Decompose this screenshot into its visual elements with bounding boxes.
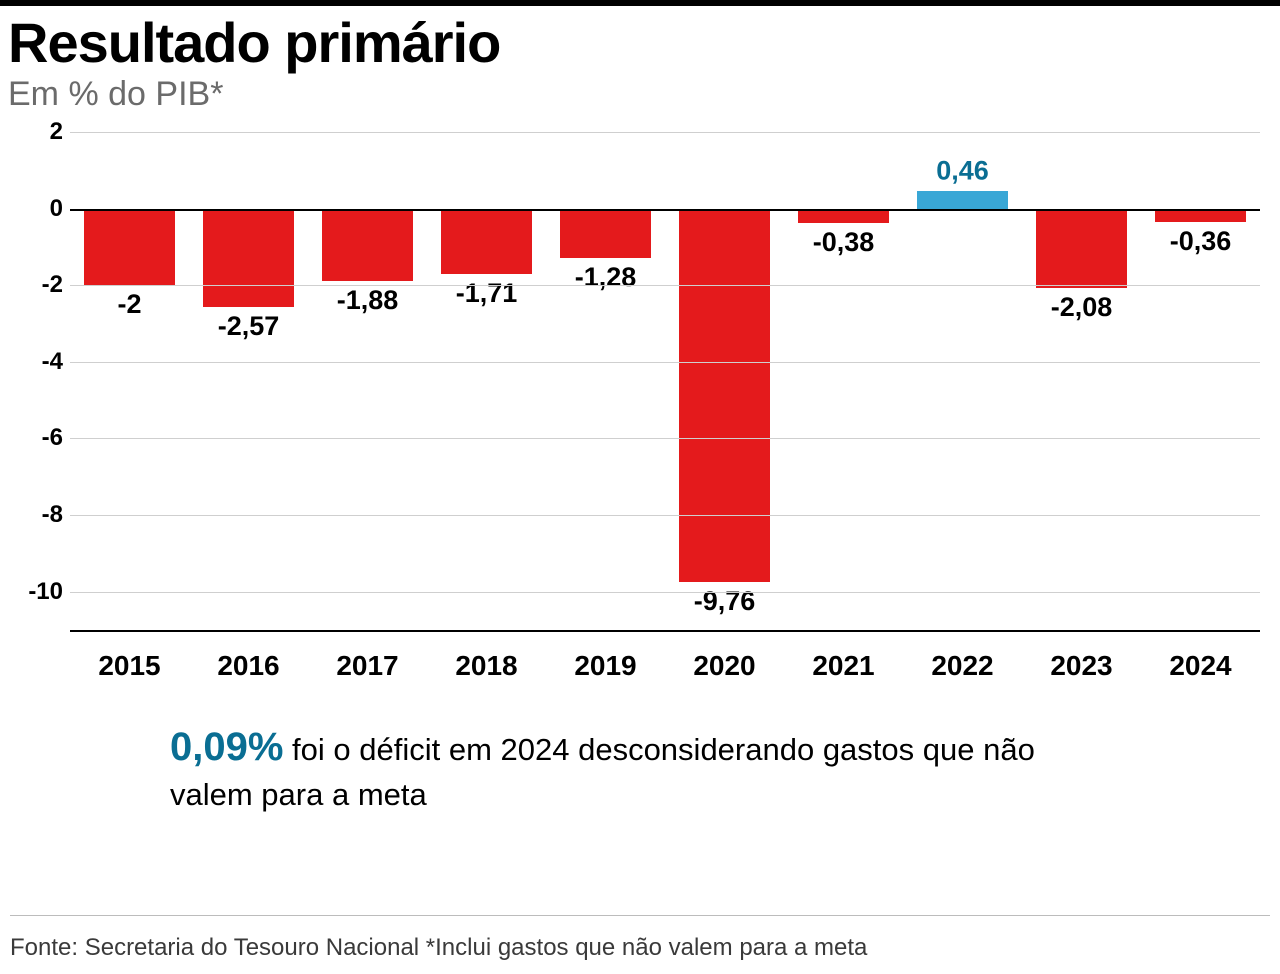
bar-cell: -9,76	[665, 132, 784, 630]
x-tick-label: 2020	[665, 642, 784, 692]
x-tick-label: 2022	[903, 642, 1022, 692]
bars-container: -2-2,57-1,88-1,71-1,28-9,76-0,38 0,46 -2,0…	[70, 132, 1260, 630]
bar	[1036, 209, 1126, 289]
bar-cell: -1,71	[427, 132, 546, 630]
annotation-text: 0,09% foi o déficit em 2024 desconsidera…	[170, 720, 1090, 816]
x-tick-label: 2024	[1141, 642, 1260, 692]
bar-cell: -0,36	[1141, 132, 1260, 630]
annotation-rest: foi o déficit em 2024 desconsiderando ga…	[170, 732, 1035, 812]
y-tick-label: 0	[15, 195, 63, 223]
bar-cell: -1,88	[308, 132, 427, 630]
x-tick-label: 2015	[70, 642, 189, 692]
y-tick-label: -2	[15, 271, 63, 299]
chart-subtitle: Em % do PIB*	[8, 75, 1270, 114]
bar-value-label: -0,38	[784, 227, 903, 258]
chart-title: Resultado primário	[8, 10, 1270, 75]
bar	[560, 209, 650, 258]
bar-cell: -2,57	[189, 132, 308, 630]
x-tick-label: 2017	[308, 642, 427, 692]
bar-value-label: -1,28	[546, 262, 665, 293]
bar-value-label: -2,08	[1022, 292, 1141, 323]
bar	[917, 191, 1007, 209]
x-tick-label: 2021	[784, 642, 903, 692]
bar-value-label: 0,46	[903, 155, 1022, 186]
bar-cell: -2,08	[1022, 132, 1141, 630]
bar	[203, 209, 293, 307]
bar-cell: 0,46	[903, 132, 1022, 630]
gridline	[70, 285, 1260, 286]
bar-value-label: -1,71	[427, 278, 546, 309]
bar	[679, 209, 769, 583]
y-tick-label: -8	[15, 501, 63, 529]
gridline	[70, 592, 1260, 593]
chart-area: -2-2,57-1,88-1,71-1,28-9,76-0,380,46-2,0…	[0, 132, 1270, 692]
bar-cell: -1,28	[546, 132, 665, 630]
bar	[1155, 209, 1245, 223]
bar-value-label: -1,88	[308, 285, 427, 316]
gridline	[70, 362, 1260, 363]
x-axis-labels: 2015201620172018201920202021202220232024	[70, 642, 1260, 692]
y-tick-label: -4	[15, 348, 63, 376]
x-tick-label: 2023	[1022, 642, 1141, 692]
y-tick-label: -10	[15, 578, 63, 606]
annotation-highlight: 0,09%	[170, 725, 283, 769]
chart-card: Resultado primário Em % do PIB* -2-2,57-…	[0, 0, 1280, 974]
y-tick-label: -6	[15, 424, 63, 452]
bar-value-label: -2,57	[189, 311, 308, 342]
bar	[441, 209, 531, 275]
x-tick-label: 2016	[189, 642, 308, 692]
x-tick-label: 2018	[427, 642, 546, 692]
y-tick-label: 2	[15, 118, 63, 146]
gridline	[70, 515, 1260, 516]
bar	[84, 209, 174, 286]
bar-value-label: -2	[70, 289, 189, 320]
x-tick-label: 2019	[546, 642, 665, 692]
bar-cell: -2	[70, 132, 189, 630]
gridline	[70, 209, 1260, 211]
bar	[798, 209, 888, 224]
gridline	[70, 438, 1260, 439]
plot-area: -2-2,57-1,88-1,71-1,28-9,76-0,38 0,46 -2,0…	[70, 132, 1260, 632]
source-footnote: Fonte: Secretaria do Tesouro Nacional *I…	[10, 915, 1270, 962]
bar-cell: -0,38	[784, 132, 903, 630]
bar-value-label: -0,36	[1141, 226, 1260, 257]
bar	[322, 209, 412, 281]
